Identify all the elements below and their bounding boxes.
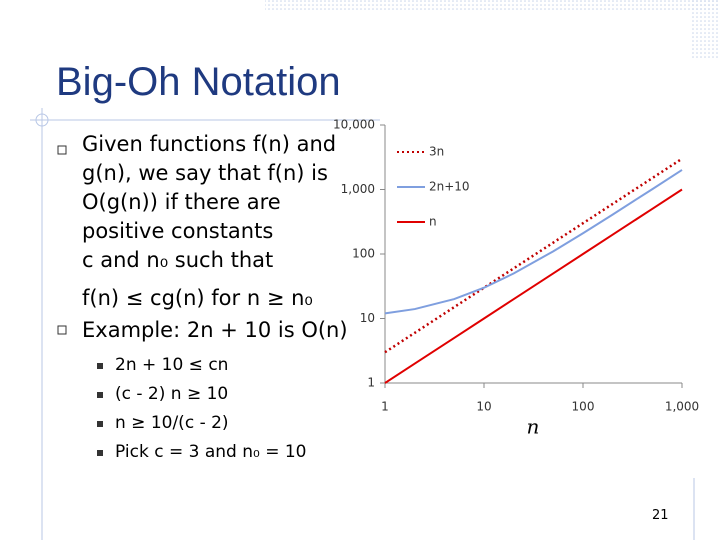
bullet <box>97 421 103 427</box>
y-tick-label: 10,000 <box>333 118 375 132</box>
bullet-text: positive constants <box>82 219 274 243</box>
slide-title: Big-Oh Notation <box>56 60 341 104</box>
x-tick-label: 10 <box>476 400 491 414</box>
sub-bullet-text: 2n + 10 ≤ cn <box>115 355 229 375</box>
sub-bullet-text: n ≥ 10/(c - 2) <box>115 413 229 433</box>
bullet <box>57 145 67 155</box>
x-axis-label: n <box>527 415 540 439</box>
bullet-text: c and n₀ such that <box>82 248 274 272</box>
bullet <box>97 450 103 456</box>
bullet-text: Example: 2n + 10 is O(n) <box>82 318 348 342</box>
legend-label: 3n <box>429 145 444 159</box>
legend-label: 2n+10 <box>429 180 470 194</box>
legend-label: n <box>429 215 437 229</box>
y-tick-label: 100 <box>352 247 375 261</box>
x-tick-label: 100 <box>572 400 595 414</box>
bullet <box>57 325 67 335</box>
series-line <box>384 157 683 354</box>
dot-band <box>690 0 720 60</box>
x-tick-label: 1 <box>381 400 389 414</box>
sub-bullet-text: Pick c = 3 and n₀ = 10 <box>115 442 307 462</box>
dot-band <box>265 0 720 12</box>
rule-circle <box>35 113 49 127</box>
y-tick-label: 1 <box>367 376 375 390</box>
bullet-text: O(g(n)) if there are <box>82 190 281 214</box>
bullet <box>97 363 103 369</box>
y-tick-label: 10 <box>360 311 375 325</box>
bullet <box>97 392 103 398</box>
bullet-text: Given functions f(n) and <box>82 132 337 156</box>
y-tick-label: 1,000 <box>341 182 375 196</box>
x-tick-label: 1,000 <box>665 400 699 414</box>
sub-bullet-text: (c - 2) n ≥ 10 <box>115 384 229 404</box>
page-number: 21 <box>652 508 669 523</box>
series-line <box>384 188 683 384</box>
series-line <box>384 169 683 315</box>
formula: f(n) ≤ cg(n) for n ≥ n₀ <box>82 286 313 310</box>
bullet-text: g(n), we say that f(n) is <box>82 161 328 185</box>
